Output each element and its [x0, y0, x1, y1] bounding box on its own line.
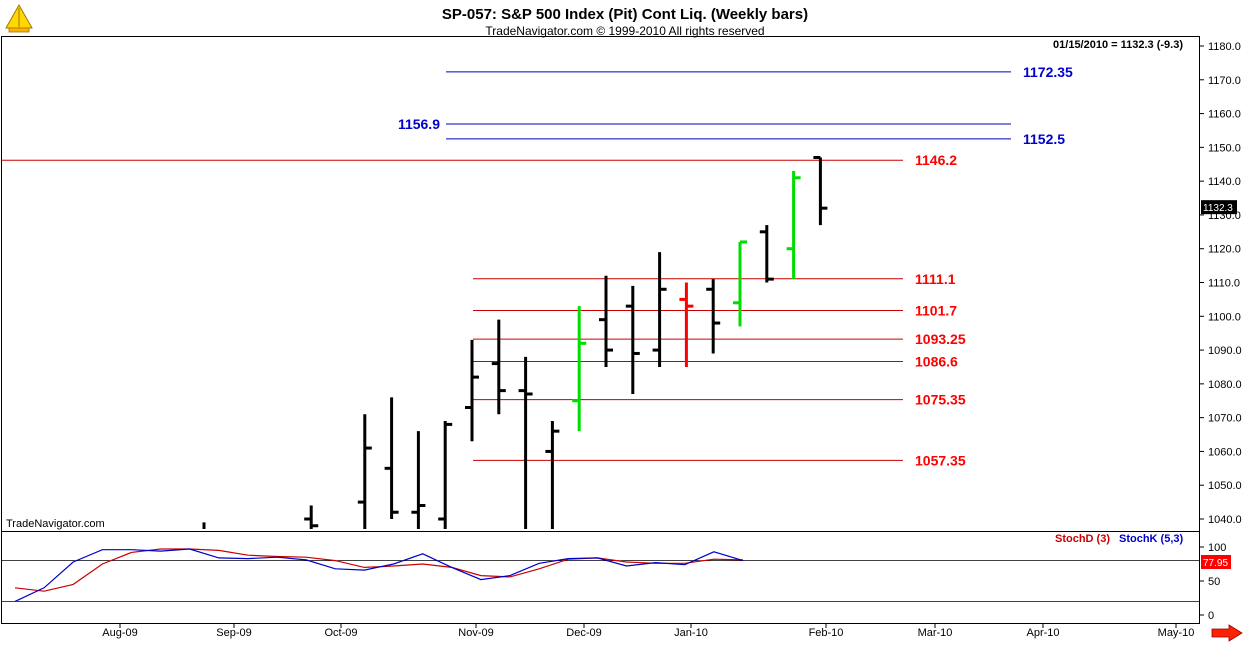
level-label: 1057.35 [915, 452, 966, 468]
stoch-tick-label: 100 [1208, 542, 1226, 554]
level-label: 1156.9 [398, 116, 440, 132]
time-tick-label: Apr-10 [1026, 627, 1059, 639]
price-tick-label: 1170.0 [1208, 75, 1241, 87]
price-axis: 1040.0 1050.0 1060.0 1070.0 1080.0 1090.0 1100… [1199, 41, 1242, 526]
level-label: 1101.7 [915, 303, 957, 319]
level-label: 1086.6 [915, 354, 958, 370]
quote-readout: 01/15/2010 = 1132.3 (-9.3) [1053, 39, 1183, 51]
time-tick-label: Mar-10 [918, 627, 953, 639]
last-price-label: 1132.3 [1203, 203, 1233, 214]
time-tick-label: Sep-09 [216, 627, 251, 639]
time-tick-label: Dec-09 [566, 627, 601, 639]
level-label: 1146.2 [915, 152, 957, 168]
price-bars [202, 155, 828, 529]
tradenavigator-logo-icon [3, 2, 35, 34]
time-tick-label: Feb-10 [809, 627, 844, 639]
level-label: 1111.1 [915, 271, 956, 287]
price-tick-label: 1120.0 [1208, 244, 1241, 256]
price-panel-frame [1, 36, 1200, 532]
stoch-d-legend: StochD (3) [1055, 533, 1110, 545]
time-tick-label: Oct-09 [324, 627, 357, 639]
stoch-k-legend: StochK (5,3) [1119, 533, 1184, 545]
time-tick-label: Aug-09 [102, 627, 137, 639]
price-tick-label: 1150.0 [1208, 142, 1241, 154]
price-tick-label: 1060.0 [1208, 446, 1242, 458]
price-tick-label: 1070.0 [1208, 413, 1242, 425]
stoch-tick-label: 50 [1208, 576, 1220, 588]
scroll-right-arrow-icon[interactable] [1210, 624, 1246, 642]
level-lines: 1172.35 1156.9 1152.5 1146.2 1111.1 1101.7 109… [2, 64, 1073, 468]
chart-title: SP-057: S&P 500 Index (Pit) Cont Liq. (W… [442, 6, 808, 23]
chart-subtitle: TradeNavigator.com © 1999-2010 All right… [485, 24, 764, 38]
level-label: 1152.5 [1023, 131, 1065, 147]
price-tick-label: 1160.0 [1208, 109, 1241, 121]
level-label: 1172.35 [1023, 64, 1073, 80]
level-label: 1093.25 [915, 331, 966, 347]
price-tick-label: 1180.0 [1208, 41, 1241, 53]
stoch-last-label: 77.95 [1203, 558, 1228, 569]
price-tick-label: 1080.0 [1208, 379, 1242, 391]
stochastic-panel: 0 50 100 77.95 [2, 542, 1231, 622]
price-tick-label: 1050.0 [1208, 480, 1242, 492]
time-axis: Aug-09 Sep-09 Oct-09 Nov-09 Dec-09 Jan-10 Feb-… [102, 623, 1194, 639]
time-tick-label: Nov-09 [458, 627, 493, 639]
watermark-label: TradeNavigator.com [6, 518, 105, 530]
price-tick-label: 1110.0 [1208, 278, 1240, 290]
last-price-box [1201, 200, 1237, 215]
price-tick-label: 1140.0 [1208, 176, 1241, 188]
stoch-panel-frame [1, 531, 1200, 624]
price-tick-label: 1040.0 [1208, 514, 1242, 526]
time-tick-label: May-10 [1158, 627, 1195, 639]
level-label: 1075.35 [915, 392, 966, 408]
stoch-last-box [1201, 554, 1231, 569]
price-tick-label: 1090.0 [1208, 345, 1242, 357]
stoch-k-line [14, 548, 744, 602]
time-tick-label: Jan-10 [674, 627, 708, 639]
stoch-tick-label: 0 [1208, 610, 1214, 622]
price-tick-label: 1100.0 [1208, 311, 1241, 323]
